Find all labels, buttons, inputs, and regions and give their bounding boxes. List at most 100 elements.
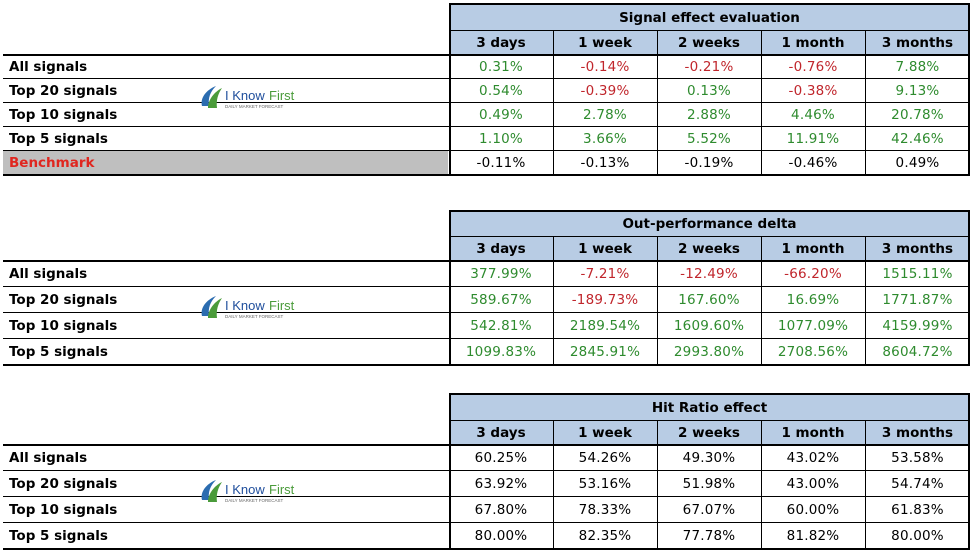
iknowfirst-logo: I Know First DAILY MARKET FORECAST — [196, 476, 306, 506]
grid-line — [657, 420, 658, 549]
grid-line — [449, 3, 451, 175]
header-row: 3 days 1 week 2 weeks 1 month 3 months — [3, 236, 970, 261]
grid-line — [657, 236, 658, 365]
value-cell: 0.54% — [479, 83, 523, 99]
value-cell: 2845.91% — [569, 344, 641, 360]
value-cell: 1.10% — [479, 131, 523, 147]
row-label: All signals — [9, 450, 88, 466]
value-cell: 51.98% — [682, 476, 736, 492]
value-cell: 0.13% — [687, 83, 731, 99]
value-cell: 2708.56% — [777, 344, 849, 360]
svg-text:DAILY MARKET FORECAST: DAILY MARKET FORECAST — [225, 314, 284, 319]
row-label: Top 20 signals — [9, 476, 118, 492]
value-cell: -0.38% — [788, 83, 838, 99]
value-cell: 60.25% — [474, 450, 528, 466]
svg-text:DAILY MARKET FORECAST: DAILY MARKET FORECAST — [225, 498, 284, 503]
grid-line — [3, 522, 970, 523]
value-cell: 0.49% — [895, 155, 940, 171]
table-row: All signals 60.25% 54.26% 49.30% 43.02% 53.58… — [3, 445, 970, 471]
grid-line — [865, 236, 866, 365]
value-cell: 8604.72% — [882, 344, 953, 360]
table-2: Out-performance delta 3 days 1 week 2 weeks… — [3, 210, 970, 366]
value-cell: 42.46% — [891, 131, 944, 147]
grid-line — [553, 30, 554, 175]
svg-text:DAILY MARKET FORECAST: DAILY MARKET FORECAST — [225, 104, 284, 109]
value-cell: 3.66% — [583, 131, 627, 147]
value-cell: 67.07% — [682, 502, 736, 518]
row-label: All signals — [9, 59, 88, 75]
value-cell: 5.52% — [687, 131, 731, 147]
column-header: 3 months — [865, 420, 970, 445]
grid-line — [3, 496, 970, 497]
table-3: Hit Ratio effect 3 days 1 week 2 weeks 1 mon… — [3, 393, 970, 550]
grid-line — [3, 338, 970, 339]
column-header: 1 week — [553, 420, 657, 445]
grid-line — [968, 210, 970, 365]
value-cell: -189.73% — [571, 292, 639, 308]
header-row: 3 days 1 week 2 weeks 1 month 3 months — [3, 420, 970, 445]
column-header: 2 weeks — [657, 236, 761, 261]
value-cell: 80.00% — [474, 528, 528, 544]
grid-line — [761, 236, 762, 365]
grid-line — [968, 393, 970, 549]
value-cell: -0.14% — [580, 59, 630, 75]
value-cell: 377.99% — [470, 266, 532, 282]
value-cell: -0.21% — [684, 59, 734, 75]
grid-line — [865, 420, 866, 549]
grid-line — [3, 470, 970, 471]
value-cell: 4159.99% — [882, 318, 953, 334]
column-header: 3 days — [449, 420, 553, 445]
value-cell: 80.00% — [891, 528, 944, 544]
table-row: All signals 0.31% -0.14% -0.21% -0.76% 7.88% — [3, 55, 970, 79]
grid-line — [3, 444, 970, 446]
value-cell: 2189.54% — [569, 318, 641, 334]
value-cell: -0.46% — [788, 155, 838, 171]
grid-line — [449, 393, 451, 549]
grid-line — [553, 420, 554, 549]
grid-line — [761, 420, 762, 549]
value-cell: 60.00% — [786, 502, 840, 518]
column-header: 3 days — [449, 236, 553, 261]
svg-text:First: First — [269, 482, 295, 497]
value-cell: 16.69% — [786, 292, 840, 308]
grid-line — [3, 126, 970, 127]
value-cell: 11.91% — [786, 131, 840, 147]
grid-line — [449, 30, 970, 31]
row-label: Top 5 signals — [9, 528, 108, 544]
grid-line — [553, 236, 554, 365]
column-header: 3 months — [865, 30, 970, 55]
value-cell: -0.11% — [476, 155, 526, 171]
value-cell: 54.26% — [578, 450, 632, 466]
value-cell: 54.74% — [891, 476, 944, 492]
value-cell: 1609.60% — [673, 318, 745, 334]
row-label: Top 5 signals — [9, 131, 108, 147]
grid-line — [968, 3, 970, 175]
iknowfirst-logo: I Know First DAILY MARKET FORECAST — [196, 292, 306, 322]
table-row: Top 20 signals 589.67% -189.73% 167.60% 16.6… — [3, 287, 970, 313]
table-row: Top 5 signals 1.10% 3.66% 5.52% 11.91% 42.46% — [3, 127, 970, 151]
grid-line — [3, 312, 970, 313]
table-row: Top 10 signals 67.80% 78.33% 67.07% 60.00% 61… — [3, 497, 970, 523]
table-title: Hit Ratio effect — [449, 393, 970, 420]
table-row: Top 20 signals 0.54% -0.39% 0.13% -0.38% 9.13… — [3, 79, 970, 103]
value-cell: -0.76% — [788, 59, 838, 75]
grid-line — [3, 150, 970, 151]
value-cell: 2.88% — [687, 107, 731, 123]
value-cell: 589.67% — [470, 292, 532, 308]
value-cell: 2.78% — [583, 107, 627, 123]
value-cell: 61.83% — [891, 502, 944, 518]
grid-line — [449, 210, 451, 365]
table-row: Top 10 signals 542.81% 2189.54% 1609.60% 107… — [3, 313, 970, 339]
value-cell: 82.35% — [578, 528, 632, 544]
grid-line — [3, 260, 970, 262]
grid-line — [3, 548, 970, 550]
column-header: 1 week — [553, 30, 657, 55]
value-cell: 4.46% — [791, 107, 835, 123]
value-cell: 77.78% — [682, 528, 736, 544]
table-row: All signals 377.99% -7.21% -12.49% -66.20% 15… — [3, 261, 970, 287]
grid-line — [449, 236, 970, 237]
column-header: 2 weeks — [657, 30, 761, 55]
value-cell: -66.20% — [784, 266, 842, 282]
column-header: 1 month — [761, 420, 865, 445]
grid-line — [449, 420, 970, 421]
